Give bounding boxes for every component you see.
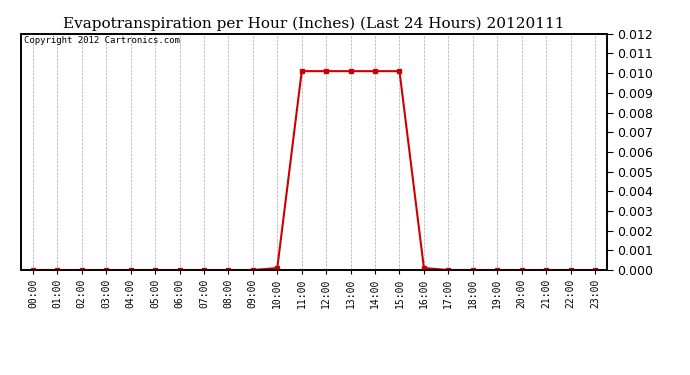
Title: Evapotranspiration per Hour (Inches) (Last 24 Hours) 20120111: Evapotranspiration per Hour (Inches) (La… xyxy=(63,17,564,31)
Text: Copyright 2012 Cartronics.com: Copyright 2012 Cartronics.com xyxy=(23,36,179,45)
